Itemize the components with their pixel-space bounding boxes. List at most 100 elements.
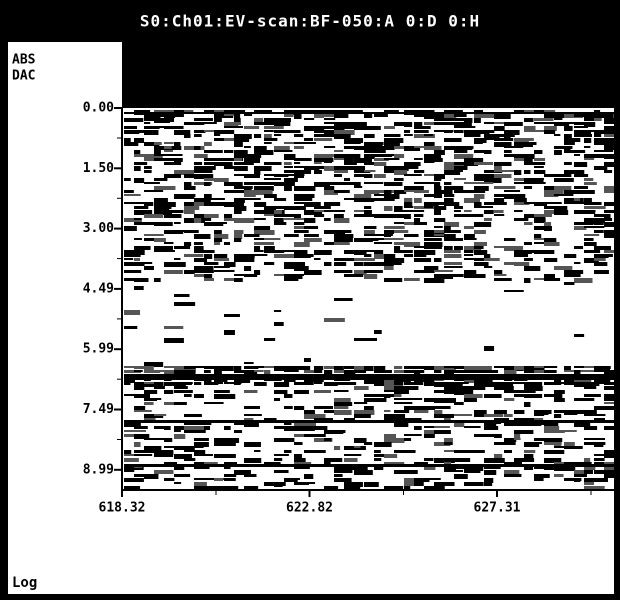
scan-echo: [344, 382, 357, 385]
scan-echo: [464, 258, 478, 260]
scan-echo: [174, 434, 186, 439]
scan-echo: [434, 398, 456, 403]
scan-echo: [334, 398, 351, 403]
scan-echo: [494, 454, 503, 459]
scan-echo: [184, 454, 191, 457]
scan-echo: [604, 170, 613, 173]
scan-echo: [504, 414, 513, 417]
scan-echo: [494, 198, 505, 202]
scan-echo: [264, 130, 274, 132]
scan-echo: [434, 458, 448, 463]
scan-echo: [274, 206, 294, 209]
scan-echo: [454, 214, 468, 217]
scan-echo: [364, 114, 373, 118]
scan-echo: [504, 398, 515, 401]
scan-echo: [354, 182, 361, 187]
scan-echo: [464, 482, 484, 486]
scan-echo: [544, 438, 563, 442]
scan-echo: [134, 370, 143, 372]
scan-echo: [584, 118, 595, 121]
scan-echo: [224, 218, 239, 221]
scan-echo: [554, 174, 571, 177]
scan-echo: [214, 138, 229, 141]
scan-echo: [204, 202, 223, 206]
scan-echo: [394, 418, 410, 421]
scan-echo: [434, 194, 443, 198]
scan-echo: [474, 258, 488, 261]
scan-echo: [184, 122, 198, 125]
scan-echo: [314, 154, 333, 158]
scan-echo: [334, 150, 344, 152]
scan-echo: [314, 406, 334, 409]
scan-echo: [134, 278, 149, 282]
scan-echo: [514, 170, 522, 175]
scan-echo: [494, 214, 505, 216]
scan-echo: [184, 366, 196, 369]
scan-echo: [204, 278, 215, 281]
scan-echo: [304, 382, 313, 385]
scan-echo: [554, 462, 567, 465]
scan-echo: [214, 130, 235, 134]
scan-echo: [324, 218, 331, 221]
scan-echo: [234, 378, 251, 383]
scan-echo: [144, 438, 166, 440]
scan-echo: [464, 162, 479, 166]
scan-echo: [464, 130, 481, 134]
scan-echo: [354, 370, 367, 373]
scan-echo: [164, 126, 184, 129]
scan-echo: [244, 266, 252, 271]
scan-echo: [364, 254, 372, 257]
scan-echo: [284, 162, 292, 165]
scan-echo: [354, 402, 368, 404]
scan-echo: [464, 118, 473, 123]
scan-echo: [234, 230, 244, 234]
scan-echo: [454, 210, 461, 212]
scan-echo: [144, 126, 160, 129]
scan-echo: [364, 170, 376, 172]
scan-echo: [324, 122, 338, 124]
scan-echo: [204, 402, 224, 404]
scan-echo: [274, 366, 290, 371]
scan-echo: [604, 250, 614, 253]
scan-echo: [454, 206, 463, 209]
scan-echo: [414, 410, 429, 413]
scan-echo: [374, 162, 387, 166]
scan-echo: [154, 114, 170, 117]
scan-echo: [404, 186, 424, 191]
scan-echo: [454, 474, 468, 479]
scan-echo: [544, 122, 557, 124]
scan-echo: [394, 382, 404, 385]
scan-echo: [324, 166, 343, 171]
scan-band: [124, 464, 614, 467]
scan-echo: [204, 370, 211, 373]
scan-echo: [254, 202, 267, 207]
scan-echo: [414, 246, 426, 248]
scan-echo: [464, 270, 477, 274]
scan-echo: [284, 166, 293, 168]
scan-echo: [564, 122, 584, 124]
scan-echo: [204, 222, 224, 226]
scan-echo: [274, 182, 295, 186]
scan-echo: [584, 366, 598, 368]
scan-echo: [334, 402, 353, 406]
scan-echo: [474, 382, 485, 386]
scan-echo: [324, 370, 333, 374]
scan-echo: [354, 270, 367, 275]
scan-echo: [134, 426, 148, 429]
scan-echo: [484, 414, 504, 417]
scan-echo: [524, 222, 533, 225]
scan-echo: [414, 218, 421, 222]
scan-echo: [524, 170, 531, 174]
scan-echo: [424, 134, 434, 136]
scan-echo: [544, 258, 558, 262]
scan-echo: [494, 174, 512, 178]
scan-echo: [384, 110, 399, 113]
scan-echo: [124, 130, 140, 134]
scan-echo: [374, 158, 389, 161]
scan-echo: [504, 438, 517, 442]
scan-echo: [174, 262, 182, 266]
scan-echo: [254, 370, 264, 372]
scan-echo: [384, 134, 401, 137]
scan-echo: [404, 198, 413, 203]
scan-echo: [544, 242, 560, 246]
